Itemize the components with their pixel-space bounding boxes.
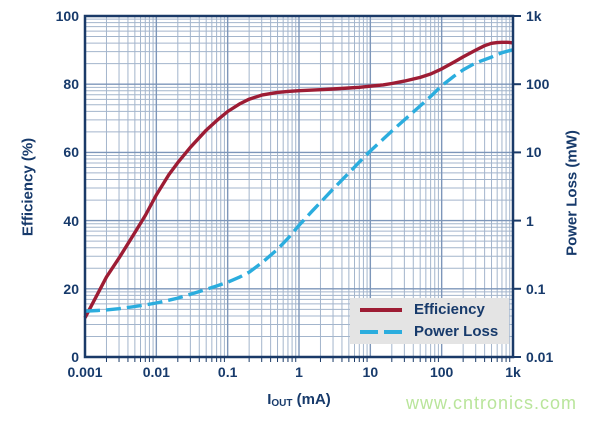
y-left-tick-label: 40 [63,212,79,229]
plot-border [83,14,515,359]
legend-row-efficiency: Efficiency [350,301,509,319]
legend-label-power-loss: Power Loss [414,323,499,340]
y-right-tick-label: 0.01 [526,349,554,365]
y-left-tick-label: 100 [55,8,79,24]
y-axis-title-right: Power Loss (mW) [563,130,581,256]
y-right-tick-label: 10 [526,144,542,161]
x-axis-subscript: OUT [271,398,293,409]
legend-swatch-efficiency [360,308,402,312]
x-axis-title: IOUT (mA) [267,391,331,409]
y-axis-title-left: Efficiency (%) [19,137,37,237]
x-tick-label: 0.01 [142,364,170,380]
y-left-tick-label: 0 [71,349,79,365]
x-tick-label: 100 [429,364,454,380]
y-left-tick-label: 80 [63,76,79,93]
x-tick-label: 1k [505,364,521,380]
x-axis-symbol: I [267,391,272,408]
legend-row-power-loss: Power Loss [350,323,509,341]
x-axis-unit: (mA) [292,391,331,408]
watermark: www.cntronics.com [405,393,577,413]
y-right-tick-label: 1 [526,212,534,229]
y-right-tick-label: 100 [526,76,550,93]
series-efficiency [83,40,514,319]
series-power-loss [84,48,514,313]
x-tick-label: 0.1 [217,364,238,380]
y-left-tick-label: 20 [63,280,79,297]
legend-swatch-power-loss [360,330,402,334]
legend-label-efficiency: Efficiency [414,301,485,318]
x-tick-label: 1 [295,364,303,380]
x-tick-label: 10 [362,364,379,380]
x-tick-label: 0.001 [67,364,103,380]
legend: Efficiency Power Loss [350,298,509,344]
y-right-tick-label: 0.1 [526,280,546,297]
y-right-tick-label: 1k [526,8,542,24]
y-left-tick-label: 60 [63,144,79,161]
